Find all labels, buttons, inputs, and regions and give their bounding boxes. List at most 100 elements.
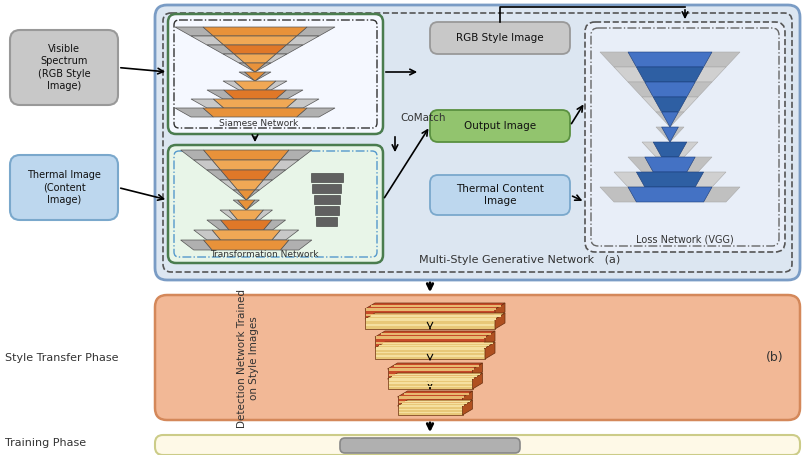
Polygon shape	[203, 108, 307, 117]
Polygon shape	[645, 157, 695, 172]
Polygon shape	[375, 331, 495, 337]
FancyBboxPatch shape	[315, 206, 339, 215]
Polygon shape	[637, 67, 704, 82]
Polygon shape	[366, 308, 496, 309]
FancyBboxPatch shape	[316, 217, 338, 226]
Polygon shape	[687, 82, 712, 97]
Polygon shape	[265, 54, 287, 63]
Polygon shape	[628, 157, 653, 172]
Polygon shape	[238, 200, 255, 210]
Polygon shape	[255, 63, 271, 72]
Text: Thermal Image
(Content
Image): Thermal Image (Content Image)	[27, 170, 101, 205]
FancyBboxPatch shape	[155, 435, 800, 455]
Polygon shape	[263, 170, 285, 180]
Polygon shape	[679, 97, 698, 112]
Polygon shape	[653, 97, 687, 112]
Polygon shape	[653, 142, 687, 157]
Polygon shape	[234, 54, 276, 63]
Polygon shape	[392, 376, 477, 377]
Polygon shape	[191, 99, 224, 108]
Polygon shape	[238, 190, 255, 200]
Polygon shape	[263, 220, 285, 230]
Polygon shape	[398, 409, 461, 410]
Polygon shape	[366, 309, 494, 311]
Polygon shape	[234, 190, 246, 200]
Text: Siamese Network: Siamese Network	[219, 119, 298, 128]
Polygon shape	[255, 72, 271, 81]
Polygon shape	[265, 81, 287, 90]
Polygon shape	[213, 230, 280, 240]
Polygon shape	[246, 200, 259, 210]
Polygon shape	[704, 187, 740, 202]
Polygon shape	[695, 172, 726, 187]
Polygon shape	[229, 180, 263, 190]
Polygon shape	[371, 305, 501, 307]
Polygon shape	[255, 210, 272, 220]
Polygon shape	[398, 397, 462, 405]
Polygon shape	[645, 82, 695, 97]
Polygon shape	[398, 396, 464, 398]
Polygon shape	[365, 313, 505, 319]
Polygon shape	[181, 240, 213, 250]
FancyBboxPatch shape	[314, 194, 340, 204]
Polygon shape	[276, 45, 303, 54]
Polygon shape	[485, 342, 495, 359]
Polygon shape	[398, 406, 461, 407]
Polygon shape	[614, 67, 645, 82]
Polygon shape	[234, 200, 246, 210]
Polygon shape	[371, 315, 501, 317]
Polygon shape	[376, 355, 484, 357]
Polygon shape	[388, 373, 482, 379]
Polygon shape	[695, 67, 726, 82]
Polygon shape	[204, 150, 289, 160]
Polygon shape	[365, 319, 495, 329]
FancyBboxPatch shape	[10, 155, 118, 220]
Polygon shape	[375, 337, 485, 347]
Polygon shape	[203, 27, 307, 36]
Polygon shape	[600, 187, 637, 202]
Polygon shape	[297, 108, 335, 117]
FancyBboxPatch shape	[340, 438, 520, 453]
Polygon shape	[239, 63, 255, 72]
Text: RGB Style Image: RGB Style Image	[457, 33, 544, 43]
Polygon shape	[175, 108, 213, 117]
Polygon shape	[194, 230, 221, 240]
Polygon shape	[220, 210, 238, 220]
Polygon shape	[398, 401, 461, 403]
Polygon shape	[670, 127, 684, 142]
Polygon shape	[365, 309, 495, 318]
Polygon shape	[462, 400, 473, 415]
Polygon shape	[194, 160, 221, 170]
FancyBboxPatch shape	[155, 5, 800, 280]
Polygon shape	[271, 230, 299, 240]
Polygon shape	[175, 27, 213, 36]
Polygon shape	[280, 150, 312, 160]
Polygon shape	[207, 45, 234, 54]
Polygon shape	[297, 27, 335, 36]
Polygon shape	[600, 52, 637, 67]
Polygon shape	[224, 45, 286, 54]
Text: Training Phase: Training Phase	[5, 438, 86, 448]
Polygon shape	[679, 142, 698, 157]
Polygon shape	[365, 303, 505, 309]
Polygon shape	[213, 36, 297, 45]
Polygon shape	[213, 160, 280, 170]
Polygon shape	[473, 363, 482, 378]
Polygon shape	[271, 160, 299, 170]
Polygon shape	[393, 365, 478, 367]
Polygon shape	[687, 157, 712, 172]
FancyBboxPatch shape	[168, 145, 383, 263]
Polygon shape	[207, 170, 229, 180]
Polygon shape	[213, 99, 297, 108]
Polygon shape	[375, 348, 485, 359]
Polygon shape	[388, 369, 473, 378]
Polygon shape	[628, 52, 712, 67]
FancyBboxPatch shape	[10, 30, 118, 105]
Polygon shape	[204, 240, 289, 250]
Polygon shape	[366, 318, 496, 319]
Polygon shape	[662, 127, 679, 142]
Polygon shape	[280, 240, 312, 250]
Polygon shape	[207, 220, 229, 230]
Polygon shape	[628, 82, 653, 97]
Polygon shape	[239, 72, 255, 81]
